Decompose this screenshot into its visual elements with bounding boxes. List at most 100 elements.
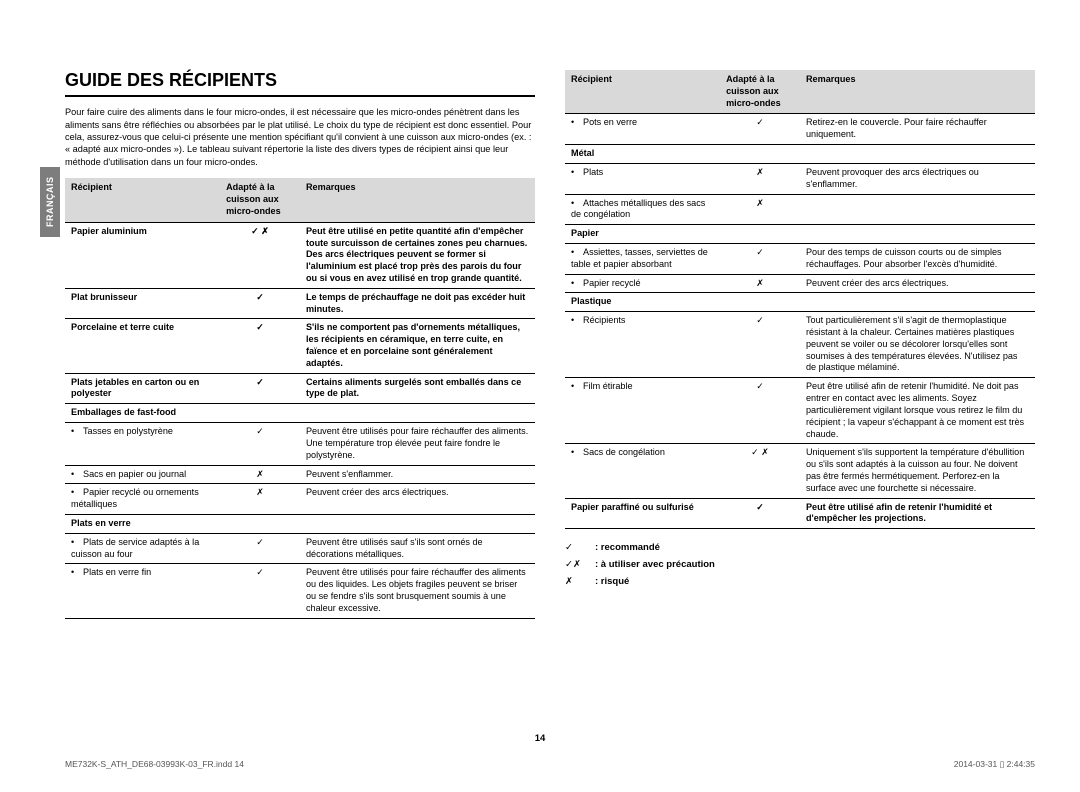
cell-recipient: Métal <box>565 145 720 164</box>
cell-recipient: Plats de service adaptés à la cuisson au… <box>65 533 220 564</box>
cell-adapte: ✓ <box>220 533 300 564</box>
cell-recipient: Assiettes, tasses, serviettes de table e… <box>565 243 720 274</box>
cell-adapte: ✓ <box>720 498 800 529</box>
cell-remarques: Peuvent être utilisés sauf s'ils sont or… <box>300 533 535 564</box>
cell-recipient: Plats <box>565 163 720 194</box>
guide-table-left: Récipient Adapté à la cuisson aux micro-… <box>65 178 535 618</box>
cell-recipient: Porcelaine et terre cuite <box>65 319 220 373</box>
legend-symbol: ✗ <box>565 573 595 590</box>
cell-remarques: S'ils ne comportent pas d'ornements méta… <box>300 319 535 373</box>
cell-adapte: ✓ ✗ <box>220 222 300 288</box>
page-number: 14 <box>0 733 1080 744</box>
page-title: GUIDE DES RÉCIPIENTS <box>65 70 535 97</box>
cell-recipient: Sacs en papier ou journal <box>65 465 220 484</box>
table-row: Papier recyclé ou ornements métalliques✗… <box>65 484 535 515</box>
cell-adapte <box>720 225 800 244</box>
cell-adapte: ✓ <box>720 312 800 378</box>
legend-text: : risqué <box>595 573 629 590</box>
cell-adapte: ✓ <box>220 423 300 465</box>
col-header-adapte: Adapté à la cuisson aux micro-ondes <box>720 70 800 114</box>
cell-adapte: ✓ <box>220 373 300 404</box>
footer: ME732K-S_ATH_DE68-03993K-03_FR.indd 14 2… <box>0 759 1080 770</box>
cell-recipient: Papier recyclé <box>565 274 720 293</box>
language-tab: FRANÇAIS <box>40 167 60 237</box>
table-row: Sacs en papier ou journal✗Peuvent s'enfl… <box>65 465 535 484</box>
legend-row: ✓: recommandé <box>565 539 1035 556</box>
table-row: Sacs de congélation✓ ✗Uniquement s'ils s… <box>565 444 1035 498</box>
cell-recipient: Film étirable <box>565 378 720 444</box>
footer-file: ME732K-S_ATH_DE68-03993K-03_FR.indd 14 <box>65 759 244 770</box>
cell-recipient: Plats jetables en carton ou en polyester <box>65 373 220 404</box>
cell-adapte: ✓ <box>720 243 800 274</box>
legend-row: ✗: risqué <box>565 573 1035 590</box>
table-row: Attaches métalliques des sacs de congéla… <box>565 194 1035 225</box>
cell-recipient: Récipients <box>565 312 720 378</box>
cell-remarques: Peut être utilisé afin de retenir l'humi… <box>800 498 1035 529</box>
table-row: Plastique <box>565 293 1035 312</box>
col-header-recipient: Récipient <box>565 70 720 114</box>
cell-recipient: Sacs de congélation <box>565 444 720 498</box>
cell-recipient: Papier paraffiné ou sulfurisé <box>565 498 720 529</box>
page-content: GUIDE DES RÉCIPIENTS Pour faire cuire de… <box>0 0 1080 649</box>
cell-recipient: Plastique <box>565 293 720 312</box>
table-row: Film étirable✓Peut être utilisé afin de … <box>565 378 1035 444</box>
legend-text: : recommandé <box>595 539 660 556</box>
cell-recipient: Papier aluminium <box>65 222 220 288</box>
cell-remarques <box>800 225 1035 244</box>
cell-remarques: Peuvent provoquer des arcs électriques o… <box>800 163 1035 194</box>
right-column: Récipient Adapté à la cuisson aux micro-… <box>565 70 1035 619</box>
table-row: Récipients✓Tout particulièrement s'il s'… <box>565 312 1035 378</box>
intro-paragraph: Pour faire cuire des aliments dans le fo… <box>65 106 535 168</box>
table-row: Plats en verre fin✓Peuvent être utilisés… <box>65 564 535 618</box>
cell-remarques <box>800 145 1035 164</box>
cell-adapte <box>220 404 300 423</box>
guide-table-right: Récipient Adapté à la cuisson aux micro-… <box>565 70 1035 529</box>
cell-remarques: Le temps de préchauffage ne doit pas exc… <box>300 288 535 319</box>
legend-symbol: ✓✗ <box>565 556 595 573</box>
cell-recipient: Emballages de fast-food <box>65 404 220 423</box>
cell-recipient: Plats en verre <box>65 514 220 533</box>
cell-recipient: Papier recyclé ou ornements métalliques <box>65 484 220 515</box>
cell-adapte: ✗ <box>720 194 800 225</box>
col-header-adapte: Adapté à la cuisson aux micro-ondes <box>220 178 300 222</box>
cell-adapte: ✗ <box>720 163 800 194</box>
legend-symbol: ✓ <box>565 539 595 556</box>
cell-remarques: Peuvent être utilisés pour faire réchauf… <box>300 423 535 465</box>
cell-adapte: ✗ <box>720 274 800 293</box>
table-row: Plats jetables en carton ou en polyester… <box>65 373 535 404</box>
cell-adapte <box>720 145 800 164</box>
cell-adapte: ✓ <box>220 319 300 373</box>
table-row: Papier aluminium✓ ✗Peut être utilisé en … <box>65 222 535 288</box>
cell-adapte: ✓ <box>220 564 300 618</box>
table-row: Plats de service adaptés à la cuisson au… <box>65 533 535 564</box>
table-row: Emballages de fast-food <box>65 404 535 423</box>
table-row: Papier paraffiné ou sulfurisé✓Peut être … <box>565 498 1035 529</box>
cell-remarques: Peuvent s'enflammer. <box>300 465 535 484</box>
cell-remarques: Peut être utilisé afin de retenir l'humi… <box>800 378 1035 444</box>
legend-row: ✓✗: à utiliser avec précaution <box>565 556 1035 573</box>
table-row: Métal <box>565 145 1035 164</box>
cell-remarques: Tout particulièrement s'il s'agit de the… <box>800 312 1035 378</box>
table-row: Plat brunisseur✓Le temps de préchauffage… <box>65 288 535 319</box>
cell-recipient: Tasses en polystyrène <box>65 423 220 465</box>
cell-recipient: Plat brunisseur <box>65 288 220 319</box>
cell-adapte <box>220 514 300 533</box>
footer-timestamp: 2014-03-31 ▯ 2:44:35 <box>954 759 1035 770</box>
cell-remarques <box>300 514 535 533</box>
cell-remarques <box>800 293 1035 312</box>
cell-adapte <box>720 293 800 312</box>
cell-remarques: Peuvent créer des arcs électriques. <box>300 484 535 515</box>
cell-remarques <box>800 194 1035 225</box>
table-row: Tasses en polystyrène✓Peuvent être utili… <box>65 423 535 465</box>
col-header-recipient: Récipient <box>65 178 220 222</box>
cell-remarques: Peut être utilisé en petite quantité afi… <box>300 222 535 288</box>
cell-recipient: Pots en verre <box>565 114 720 145</box>
cell-remarques: Peuvent créer des arcs électriques. <box>800 274 1035 293</box>
cell-remarques: Certains aliments surgelés sont emballés… <box>300 373 535 404</box>
cell-adapte: ✓ <box>720 378 800 444</box>
cell-remarques: Retirez-en le couvercle. Pour faire réch… <box>800 114 1035 145</box>
cell-remarques: Pour des temps de cuisson courts ou de s… <box>800 243 1035 274</box>
table-row: Papier <box>565 225 1035 244</box>
cell-adapte: ✗ <box>220 465 300 484</box>
cell-remarques: Uniquement s'ils supportent la températu… <box>800 444 1035 498</box>
